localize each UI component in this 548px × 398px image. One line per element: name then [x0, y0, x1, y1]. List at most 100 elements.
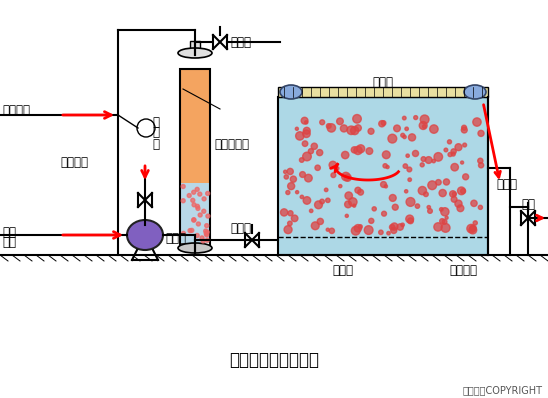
Circle shape — [418, 186, 426, 195]
Circle shape — [381, 211, 386, 216]
Circle shape — [397, 224, 403, 230]
Circle shape — [351, 226, 360, 235]
Circle shape — [340, 125, 347, 132]
Circle shape — [281, 209, 288, 216]
Circle shape — [300, 172, 305, 178]
Circle shape — [329, 228, 334, 234]
Circle shape — [341, 151, 349, 159]
Bar — [180, 69, 210, 248]
Circle shape — [458, 187, 465, 195]
Circle shape — [451, 152, 455, 156]
Text: 压: 压 — [152, 115, 159, 129]
Circle shape — [384, 185, 387, 188]
Text: 东方仿真COPYRIGHT: 东方仿真COPYRIGHT — [463, 385, 543, 395]
Text: 集水系统: 集水系统 — [449, 263, 477, 277]
Circle shape — [444, 148, 448, 152]
Circle shape — [414, 115, 418, 119]
Circle shape — [196, 222, 201, 226]
Circle shape — [413, 150, 419, 156]
Circle shape — [290, 176, 296, 182]
Circle shape — [439, 219, 444, 224]
Text: 刮渣机: 刮渣机 — [373, 76, 393, 88]
Circle shape — [284, 175, 288, 179]
Text: 放气阀: 放气阀 — [230, 35, 251, 49]
Circle shape — [353, 204, 356, 207]
Text: 出水: 出水 — [521, 197, 535, 211]
Circle shape — [368, 128, 374, 134]
Circle shape — [181, 199, 185, 203]
Circle shape — [198, 213, 202, 217]
Circle shape — [292, 215, 298, 222]
Circle shape — [451, 149, 456, 154]
Circle shape — [284, 170, 287, 174]
Circle shape — [201, 239, 205, 243]
Circle shape — [448, 140, 452, 144]
Circle shape — [408, 178, 412, 181]
Circle shape — [450, 191, 456, 197]
Circle shape — [369, 219, 374, 223]
Circle shape — [192, 203, 196, 207]
Circle shape — [284, 226, 292, 234]
Circle shape — [439, 189, 446, 197]
Circle shape — [206, 191, 210, 195]
Circle shape — [345, 192, 352, 199]
Text: 气浮池: 气浮池 — [496, 178, 517, 191]
Circle shape — [402, 116, 406, 120]
Circle shape — [427, 205, 431, 209]
Circle shape — [288, 183, 295, 190]
Circle shape — [452, 192, 456, 196]
Circle shape — [405, 127, 408, 131]
Circle shape — [204, 229, 208, 233]
Circle shape — [443, 179, 449, 185]
Circle shape — [366, 148, 373, 154]
Circle shape — [181, 231, 185, 236]
Circle shape — [442, 219, 447, 224]
Circle shape — [354, 224, 362, 232]
Circle shape — [288, 211, 293, 216]
Circle shape — [392, 204, 398, 210]
Bar — [190, 41, 200, 55]
Circle shape — [430, 125, 438, 133]
Circle shape — [406, 154, 409, 157]
Circle shape — [303, 197, 311, 204]
Circle shape — [295, 191, 299, 194]
Circle shape — [302, 141, 308, 146]
Text: 进入: 进入 — [2, 236, 16, 250]
Circle shape — [303, 127, 310, 134]
Circle shape — [445, 216, 448, 219]
Circle shape — [329, 161, 336, 169]
Circle shape — [326, 228, 329, 231]
Circle shape — [424, 192, 428, 197]
Circle shape — [423, 125, 426, 128]
Text: 减压阀: 减压阀 — [230, 222, 251, 234]
Text: 全溶气气浮工艺流程: 全溶气气浮工艺流程 — [229, 351, 319, 369]
Circle shape — [345, 214, 349, 217]
Bar — [180, 69, 210, 183]
Ellipse shape — [127, 220, 163, 250]
Circle shape — [286, 191, 290, 195]
Circle shape — [403, 164, 408, 168]
Circle shape — [341, 172, 350, 181]
Circle shape — [358, 225, 362, 228]
Circle shape — [372, 207, 376, 211]
Circle shape — [457, 205, 464, 212]
Circle shape — [336, 118, 343, 125]
Circle shape — [383, 164, 387, 168]
Circle shape — [351, 127, 359, 135]
Circle shape — [327, 124, 335, 132]
Circle shape — [419, 121, 427, 129]
Circle shape — [305, 121, 308, 124]
Circle shape — [205, 224, 209, 228]
Circle shape — [317, 150, 323, 156]
Circle shape — [463, 143, 466, 147]
Text: 表: 表 — [152, 137, 159, 150]
Circle shape — [380, 181, 386, 187]
Circle shape — [311, 222, 319, 230]
Circle shape — [206, 214, 210, 218]
Circle shape — [181, 185, 185, 189]
Circle shape — [317, 219, 323, 224]
Circle shape — [198, 192, 202, 196]
Circle shape — [137, 119, 155, 137]
Circle shape — [190, 228, 194, 232]
Circle shape — [478, 158, 483, 164]
